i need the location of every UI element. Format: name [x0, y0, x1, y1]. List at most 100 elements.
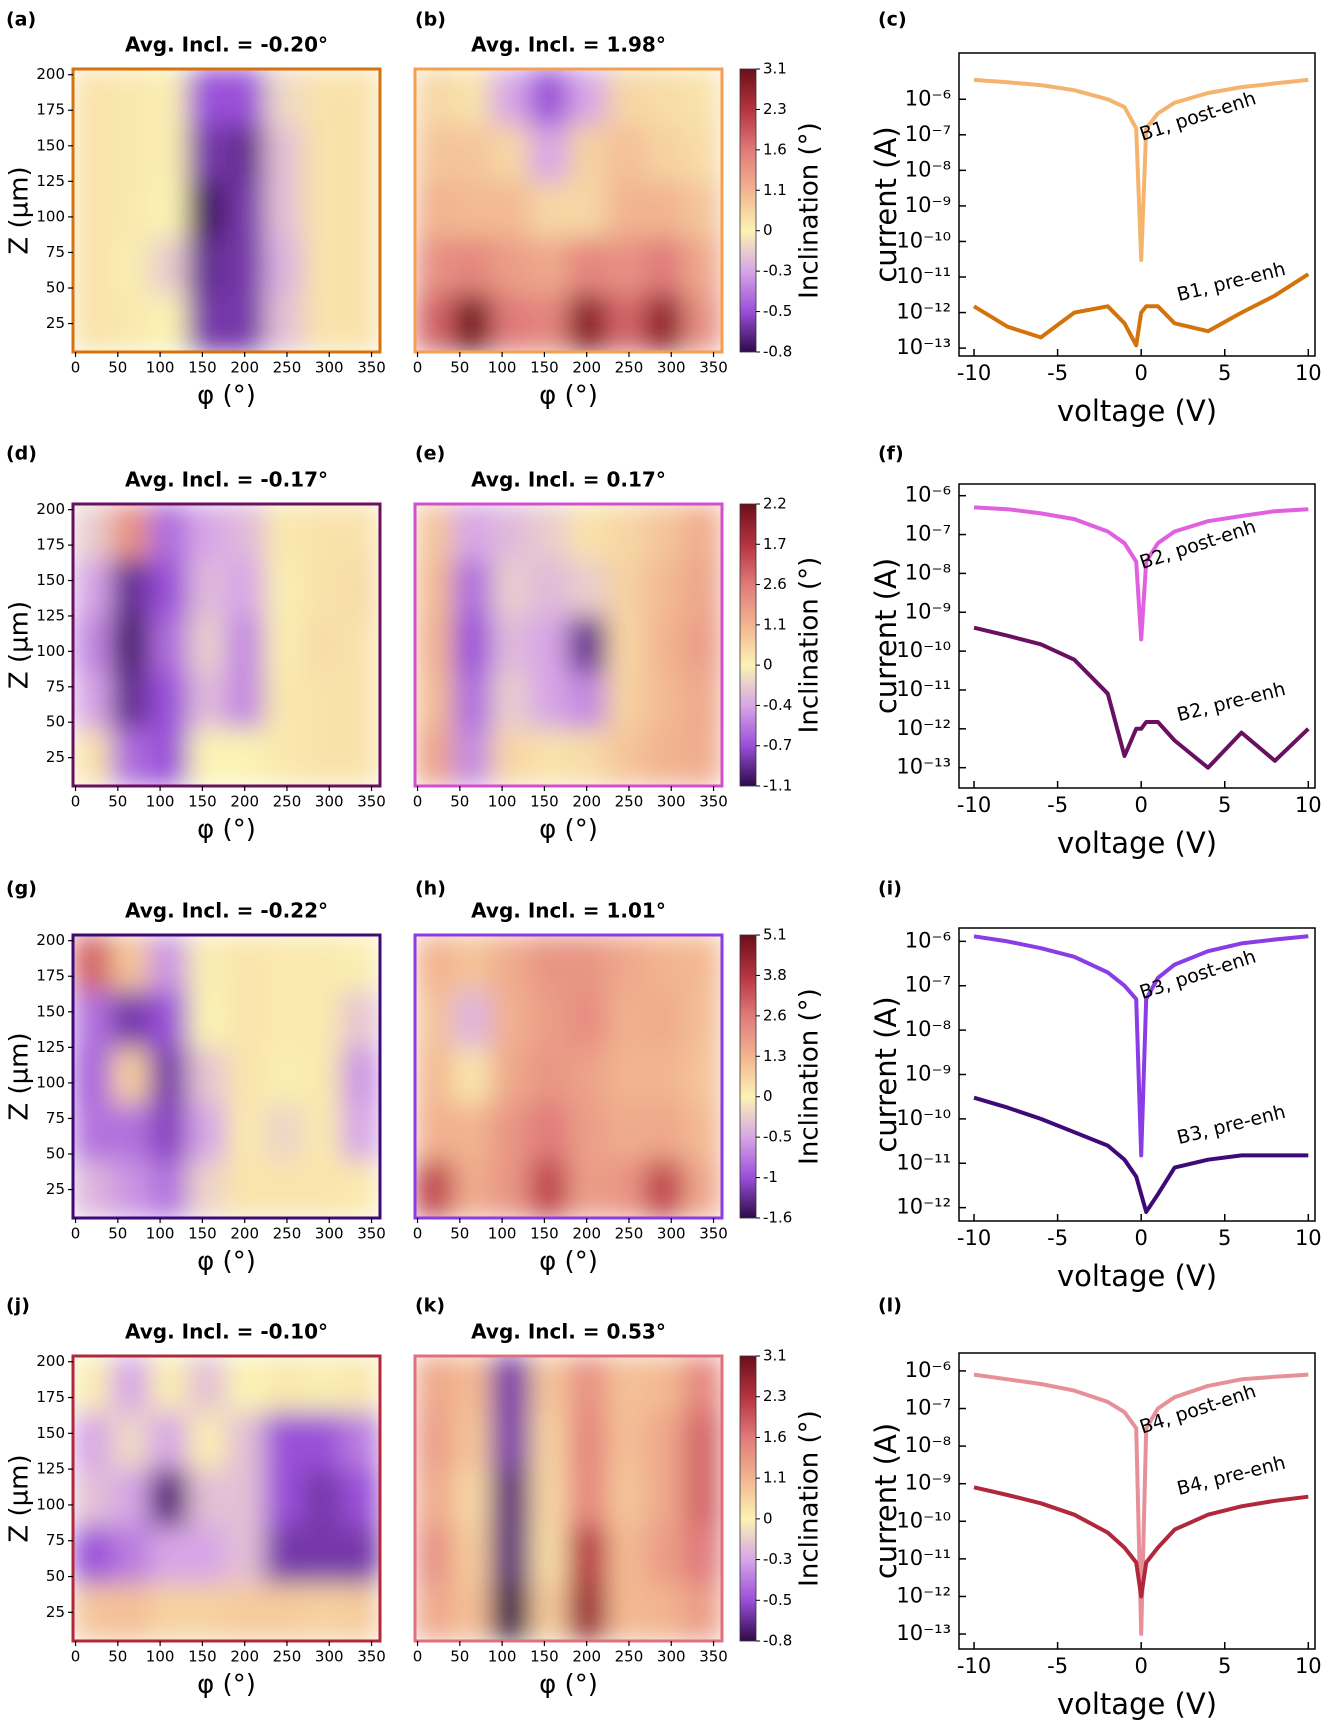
data-line — [973, 1485, 1309, 1599]
heatmap-cell — [452, 125, 493, 183]
heatmap-cell — [491, 991, 531, 1049]
y-tick-label: 10⁻⁸ — [905, 560, 951, 584]
heatmap-cell — [226, 294, 266, 352]
y-tick-label: 150 — [36, 1002, 65, 1020]
heatmap-cell — [341, 672, 380, 731]
x-tick-label: 0 — [71, 793, 81, 811]
heatmap-cell — [187, 1047, 227, 1106]
heatmap-cell — [264, 729, 304, 786]
heatmap-cell — [226, 559, 266, 618]
heatmap-cell — [415, 672, 454, 731]
x-tick-label: 50 — [450, 359, 469, 377]
plot-frame — [71, 502, 382, 788]
heatmap-cell — [491, 1412, 531, 1471]
heatmap-cell — [110, 1160, 151, 1218]
heatmap-cell — [415, 559, 454, 618]
x-tick-label: 300 — [657, 1225, 686, 1243]
heatmap-cells — [415, 1356, 722, 1641]
y-tick-label: 125 — [36, 172, 65, 190]
heatmap-cell — [491, 125, 531, 183]
heatmap-cell — [644, 1469, 685, 1528]
heatmap-cell — [149, 1356, 189, 1414]
x-axis-label: φ (°) — [197, 1247, 256, 1277]
heatmap-cell — [415, 991, 454, 1049]
heatmap-cell — [149, 1047, 189, 1106]
heatmap-cell — [341, 504, 380, 561]
heatmap-cell — [226, 729, 266, 786]
heatmap-cell — [264, 1412, 304, 1471]
heatmap-cell — [341, 1469, 380, 1528]
x-tick-label: 200 — [572, 1225, 601, 1243]
colorbar-tick-label: -0.5 — [763, 1128, 792, 1146]
y-tick-label: 10⁻¹² — [896, 716, 951, 740]
heatmap-cell — [226, 1356, 266, 1414]
heatmap-cell — [452, 181, 493, 240]
x-tick-label: 200 — [230, 359, 259, 377]
heatmap-cell — [302, 729, 343, 786]
x-tick-label: 0 — [71, 1225, 81, 1243]
heatmap-cell — [73, 672, 112, 731]
heatmap-area — [415, 69, 722, 352]
heatmap-cell — [73, 1412, 112, 1471]
y-axis-label: current (A) — [869, 126, 903, 282]
heatmap-cell — [341, 1526, 380, 1585]
y-tick-label: 10⁻¹¹ — [896, 1150, 951, 1174]
y-tick-label: 25 — [46, 1180, 65, 1198]
heatmap-cell — [452, 616, 493, 674]
heatmap-cell — [226, 181, 266, 240]
y-tick-label: 100 — [36, 207, 65, 225]
y-tick-label: 75 — [46, 1109, 65, 1127]
heatmap-cell — [529, 1412, 569, 1471]
colorbar-tick-label: 5.1 — [763, 926, 787, 944]
y-tick-label: 10⁻¹¹ — [896, 1546, 951, 1570]
heatmap-cell — [452, 559, 493, 618]
heatmap-cell — [187, 1469, 227, 1528]
y-tick-label: 100 — [36, 1073, 65, 1091]
heatmap-cell — [683, 935, 722, 993]
heatmap-cell — [110, 1047, 151, 1106]
y-tick-label: 10⁻¹² — [896, 300, 951, 324]
y-tick-label: 10⁻¹³ — [896, 335, 951, 359]
heatmap-cell — [187, 991, 227, 1049]
panel-label: (b) — [415, 9, 446, 31]
heatmap-cell — [264, 181, 304, 240]
heatmap-cell — [341, 294, 380, 352]
data-line — [973, 1372, 1309, 1636]
heatmap-cell — [226, 616, 266, 674]
x-tick-label: 250 — [273, 359, 302, 377]
colorbar — [739, 934, 757, 1219]
colorbar-label: Inclination (°) — [795, 988, 825, 1165]
heatmap-cell — [683, 559, 722, 618]
x-tick-label: 0 — [413, 1225, 423, 1243]
heatmap-cell — [226, 935, 266, 993]
heatmap-cell — [568, 125, 608, 183]
y-tick-label: 150 — [36, 136, 65, 154]
heatmap-cell — [644, 729, 685, 786]
heatmap-cell — [529, 1526, 569, 1585]
heatmap-cell — [110, 1469, 151, 1528]
heatmap-cell — [73, 616, 112, 674]
heatmap-cell — [187, 69, 227, 127]
heatmap-cell — [683, 1356, 722, 1414]
heatmap-cell — [644, 1583, 685, 1641]
heatmap-cell — [264, 238, 304, 296]
heatmap-cell — [606, 559, 646, 618]
heatmap-cell — [568, 1526, 608, 1585]
heatmap-cell — [415, 1469, 454, 1528]
heatmap-cell — [149, 559, 189, 618]
colorbar-tick-label: -1.6 — [763, 1209, 792, 1227]
heatmap-cell — [415, 504, 454, 561]
panel-label: (k) — [415, 1295, 445, 1317]
heatmap-cell — [452, 729, 493, 786]
x-tick-label: 100 — [488, 1648, 517, 1666]
heatmap-cell — [568, 1160, 608, 1218]
colorbar-tick-label: -1 — [763, 1168, 778, 1186]
colorbar-label: Inclination (°) — [795, 122, 825, 299]
colorbar-tick-label: 1.7 — [763, 535, 787, 553]
heatmap-cell — [110, 504, 151, 561]
heatmap-area — [73, 935, 380, 1218]
y-tick-label: 10⁻¹³ — [896, 1621, 951, 1645]
heatmap-cell — [606, 125, 646, 183]
heatmap-cells — [415, 69, 722, 352]
x-tick-label: 100 — [146, 359, 175, 377]
